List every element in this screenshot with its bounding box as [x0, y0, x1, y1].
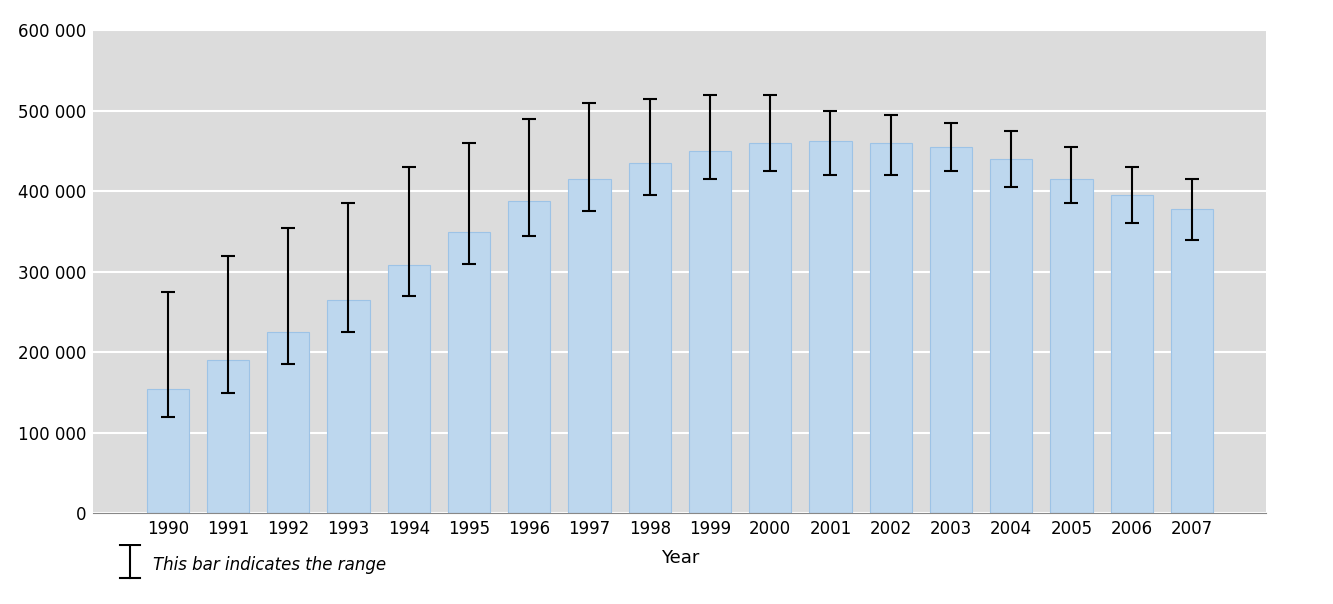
- Bar: [629, 163, 670, 513]
- Text: This bar indicates the range: This bar indicates the range: [153, 556, 387, 574]
- Bar: [448, 231, 491, 513]
- Bar: [147, 388, 189, 513]
- Bar: [568, 179, 611, 513]
- Bar: [207, 361, 249, 513]
- Bar: [990, 159, 1032, 513]
- Bar: [1110, 195, 1153, 513]
- Bar: [1050, 179, 1093, 513]
- Bar: [930, 147, 972, 513]
- Bar: [508, 201, 551, 513]
- Bar: [267, 332, 309, 513]
- Bar: [809, 141, 852, 513]
- Bar: [328, 300, 369, 513]
- Bar: [869, 143, 912, 513]
- Bar: [388, 265, 429, 513]
- Bar: [749, 143, 792, 513]
- X-axis label: Year: Year: [661, 550, 698, 567]
- Bar: [1170, 209, 1213, 513]
- Bar: [689, 151, 730, 513]
